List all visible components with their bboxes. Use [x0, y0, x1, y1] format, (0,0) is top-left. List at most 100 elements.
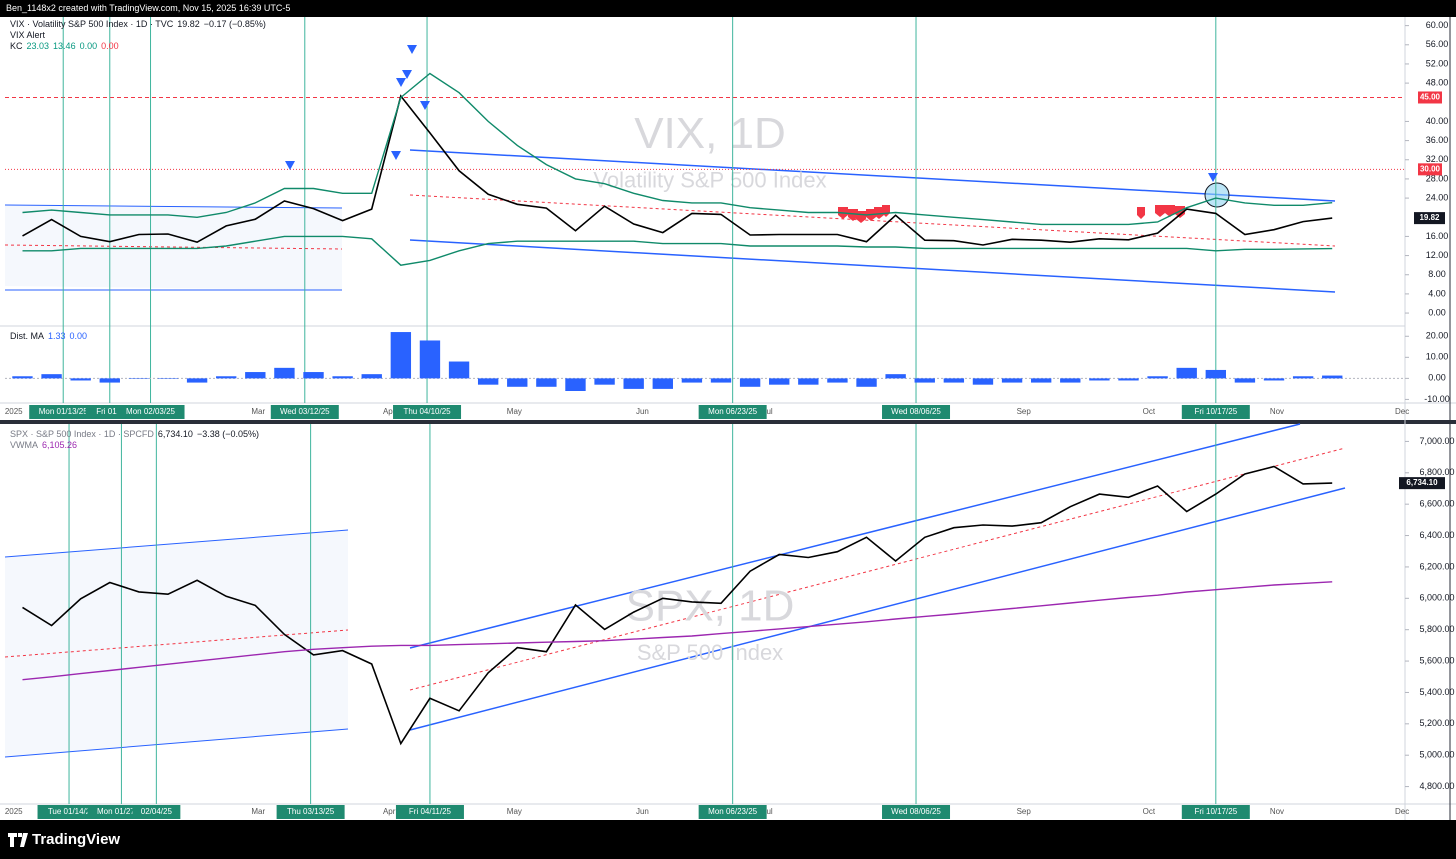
x-tick-label: Oct: [1143, 807, 1156, 816]
bar: [769, 378, 790, 385]
alert-triangle: [420, 101, 430, 110]
footer: TradingView: [0, 820, 1456, 859]
x-tick-label: Jun: [636, 807, 649, 816]
bar: [1030, 378, 1052, 383]
bar: [128, 378, 150, 379]
y-tick-label: 28.00: [1426, 173, 1449, 183]
bar: [972, 378, 994, 385]
date-marker-label: Mon 06/23/25: [708, 807, 757, 816]
indicator-value: 6,105.26: [42, 440, 78, 450]
x-tick-label: Dec: [1395, 807, 1409, 816]
top-bar: Ben_1148x2 created with TradingView.com,…: [0, 0, 1456, 17]
date-marker-label: Fri 04/11/25: [409, 807, 452, 816]
legend-row: SPX · S&P 500 Index · 1D · SPCFD 6,734.10…: [10, 429, 263, 440]
bar: [1234, 378, 1256, 383]
date-marker-box: [1181, 405, 1250, 419]
alert-triangle: [1208, 173, 1218, 182]
x-tick-label: Nov: [1270, 407, 1284, 416]
y-tick-label: 4,800.00: [1419, 781, 1454, 791]
date-marker-box: [393, 405, 462, 419]
bar: [856, 378, 877, 387]
watermark: VIX, 1D: [634, 109, 786, 158]
brand-logo: [8, 833, 28, 847]
y-tick-label: 0.00: [1428, 307, 1446, 317]
highlight-circle: [1204, 182, 1230, 208]
date-marker-label: Mon 01/27/25: [97, 807, 146, 816]
trendline: [4, 204, 343, 209]
y-tick-label: 24.00: [1426, 192, 1449, 202]
bar: [70, 378, 91, 381]
foreground-layer: 60.00 56.00 52.00 48.00 40.00 36.00 32.00 28.00…: [12, 20, 1455, 819]
bar: [507, 378, 528, 387]
trendline: [409, 487, 1346, 731]
x-tick-label: Mar: [251, 407, 265, 416]
y-tick-label: 56.00: [1426, 39, 1449, 49]
bar: [361, 374, 382, 379]
level-label-box: [1418, 91, 1442, 104]
series-line: [22, 581, 1333, 681]
dist-legend: Dist. MA 1.33 0.00: [10, 331, 91, 342]
bar: [739, 378, 761, 387]
x-tick-label: Sep: [1017, 807, 1032, 816]
bar: [885, 374, 906, 379]
y-tick-label: 6,800.00: [1419, 467, 1454, 477]
last-price-label: 6,734.10: [1406, 478, 1438, 487]
last-price-label: 19.82: [1419, 213, 1440, 222]
legend-title: VIX · Volatility S&P 500 Index · 1D · TV…: [10, 19, 174, 29]
date-marker-box: [395, 805, 464, 819]
indicator-value: 13.46: [53, 41, 76, 51]
y-tick-label: 5,800.00: [1419, 624, 1454, 634]
x-tick-label: Dec: [1395, 407, 1409, 416]
watermark: Volatility S&P 500 Index: [593, 167, 826, 192]
alert-markers: [285, 45, 1218, 182]
bar: [477, 378, 499, 385]
bar: [623, 378, 644, 389]
date-marker-label: Wed 08/06/25: [891, 807, 941, 816]
date-marker-label: Thu 04/10/25: [403, 407, 451, 416]
bar: [1292, 376, 1314, 379]
date-marker-box: [116, 405, 185, 419]
series-line: [22, 235, 1333, 266]
x-tick-label: Oct: [1143, 407, 1156, 416]
indicator-value: 0.00: [101, 41, 119, 51]
bar: [652, 378, 673, 389]
y-tick-label: 32.00: [1426, 154, 1449, 164]
bar: [99, 378, 120, 383]
x-tick-label: 2025: [5, 407, 23, 416]
bar: [1263, 378, 1285, 381]
date-marker-label: Mon 01/13/25: [39, 407, 88, 416]
date-marker-label: Fri 10/17/25: [1194, 807, 1237, 816]
date-marker-box: [37, 805, 101, 819]
bar: [216, 376, 237, 379]
legend-title: Dist. MA: [10, 331, 45, 341]
legend-last: 6,734.10: [157, 429, 193, 439]
channel-fill: [5, 530, 348, 757]
x-tick-label: May: [507, 807, 522, 816]
bar: [332, 376, 353, 379]
legend-row: VIX · Volatility S&P 500 Index · 1D · TV…: [10, 19, 270, 30]
x-tick-label: May: [507, 407, 522, 416]
y-tick-label: 12.00: [1426, 250, 1449, 260]
indicator-name: VWMA: [10, 440, 38, 450]
bar: [41, 374, 62, 379]
y-tick-label: 6,000.00: [1419, 593, 1454, 603]
signal-arrows: [1137, 205, 1185, 219]
bar: [419, 340, 441, 379]
y-tick-label: 6,200.00: [1419, 561, 1454, 571]
y-tick-label: 52.00: [1426, 58, 1449, 68]
trendline: [409, 149, 1336, 202]
series-line: [22, 72, 1333, 226]
indicator-name: KC: [10, 41, 23, 51]
y-tick-label: 20.00: [1426, 331, 1449, 341]
legend-change: −0.17 (−0.85%): [203, 19, 266, 29]
vix-legend: VIX · Volatility S&P 500 Index · 1D · TV…: [10, 19, 270, 52]
bar: [1089, 378, 1110, 381]
pane-separator: [0, 420, 1456, 424]
watermark: SPX, 1D: [626, 582, 795, 631]
y-tick-label: 40.00: [1426, 116, 1449, 126]
y-tick-label: 48.00: [1426, 77, 1449, 87]
x-tick-label: Nov: [1270, 807, 1284, 816]
logo-shape: [8, 833, 28, 847]
y-tick-label: 6,600.00: [1419, 499, 1454, 509]
